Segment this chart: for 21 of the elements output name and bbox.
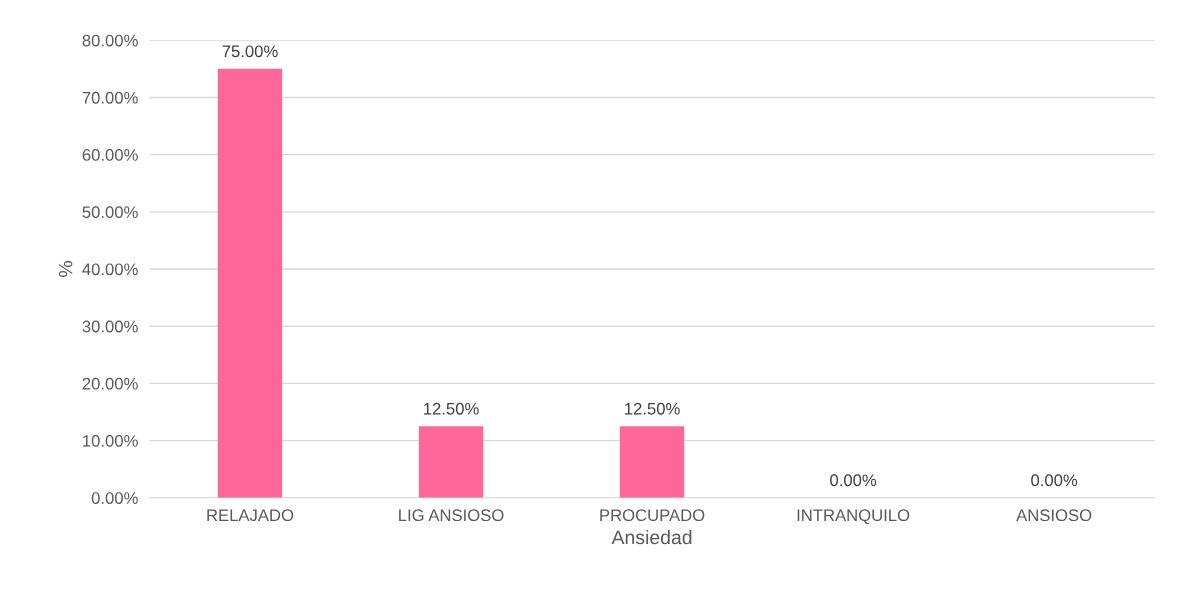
y-tick-label: 80.00% <box>82 34 138 47</box>
y-tick-label: 20.00% <box>82 377 138 390</box>
data-label: 12.50% <box>424 402 479 415</box>
x-tick-label: RELAJADO <box>207 509 294 522</box>
y-tick-label: 40.00% <box>82 263 138 276</box>
y-tick-label: 0.00% <box>91 492 138 504</box>
x-tick-label: INTRANQUILO <box>797 509 910 525</box>
y-tick-label: 30.00% <box>82 320 138 333</box>
data-label: 0.00% <box>830 474 877 487</box>
y-tick-label: 70.00% <box>82 91 138 104</box>
x-tick-label: PROCUPADO <box>600 509 705 522</box>
y-axis-title: % <box>58 261 73 277</box>
data-label: 0.00% <box>1031 474 1078 487</box>
y-tick-label: 50.00% <box>82 206 138 219</box>
x-tick-label: ANSIOSO <box>1016 509 1092 522</box>
y-tick-label: 10.00% <box>83 434 138 447</box>
y-tick-label: 60.00% <box>82 149 138 161</box>
data-label: 75.00% <box>222 45 278 58</box>
x-axis-title: Ansiedad <box>611 529 692 545</box>
data-label: 12.50% <box>625 402 680 415</box>
x-tick-label: LIG ANSIOSO <box>399 509 504 522</box>
